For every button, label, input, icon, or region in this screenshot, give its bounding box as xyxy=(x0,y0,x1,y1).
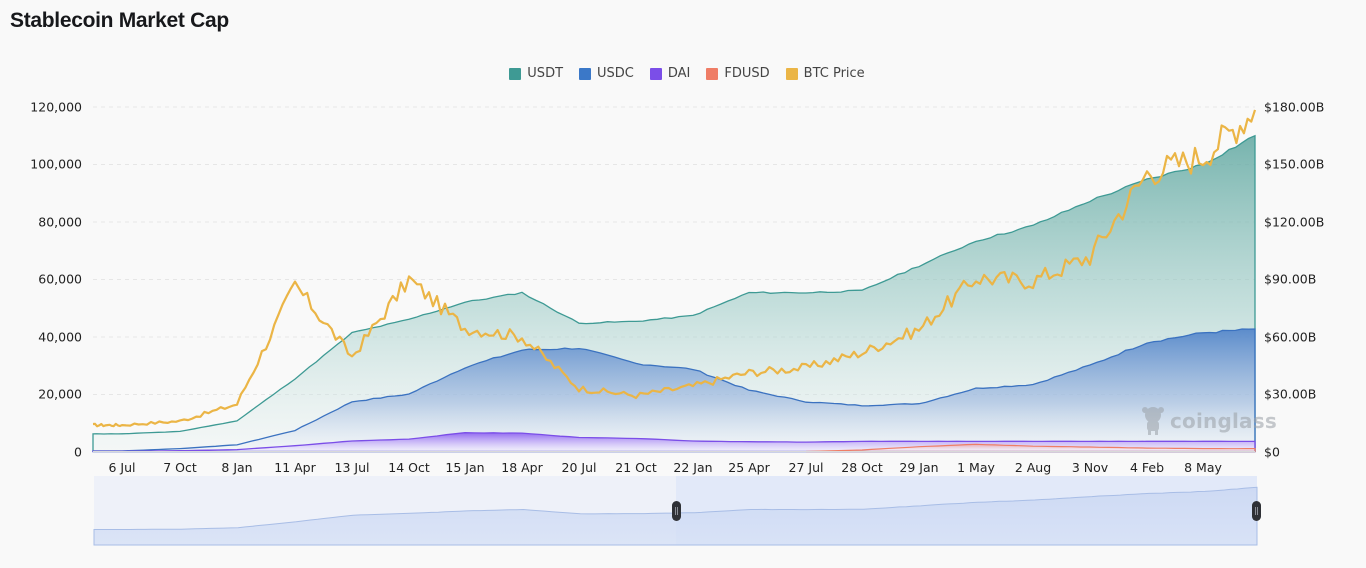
x-tick: 8 Jan xyxy=(221,460,253,475)
x-tick: 4 Feb xyxy=(1129,460,1165,475)
legend-item-usdc[interactable]: USDC xyxy=(579,66,634,81)
x-tick: 22 Jan xyxy=(673,460,713,475)
x-tick: 1 May xyxy=(957,460,995,475)
x-tick: 15 Jan xyxy=(445,460,485,475)
legend-swatch-btc-icon xyxy=(785,67,798,80)
y-right-tick: $30.00B xyxy=(1264,386,1317,402)
y-left-tick: 100,000 xyxy=(30,156,82,172)
y-left-tick: 60,000 xyxy=(38,271,82,287)
data-zoom-end-handle[interactable] xyxy=(1252,501,1261,521)
data-zoom-start-handle[interactable] xyxy=(672,501,681,521)
x-tick: 8 May xyxy=(1184,460,1222,475)
legend-item-btc-price[interactable]: BTC Price xyxy=(785,66,865,81)
y-left-tick: 40,000 xyxy=(38,329,82,345)
x-tick: 29 Jan xyxy=(899,460,939,475)
legend-label: FDUSD xyxy=(724,66,770,81)
x-tick: 25 Apr xyxy=(728,460,770,475)
x-tick: 11 Apr xyxy=(274,460,316,475)
coinglass-logo-icon xyxy=(1142,407,1164,435)
legend-swatch-usdt-icon xyxy=(509,67,522,80)
legend-item-usdt[interactable]: USDT xyxy=(509,66,563,81)
y-right-tick: $0 xyxy=(1264,444,1280,460)
chart-legend: USDT USDC DAI FDUSD BTC Price xyxy=(0,66,1366,81)
x-tick: 13 Jul xyxy=(334,460,370,475)
y-left-tick: 0 xyxy=(74,444,82,460)
usdt-area xyxy=(92,134,1256,453)
legend-label: BTC Price xyxy=(803,66,865,81)
x-tick: 14 Oct xyxy=(388,460,430,475)
legend-swatch-usdc-icon xyxy=(579,67,592,80)
x-tick: 18 Apr xyxy=(501,460,543,475)
x-tick: 2 Aug xyxy=(1014,460,1052,475)
fdusd-area xyxy=(805,443,1256,453)
legend-item-dai[interactable]: DAI xyxy=(649,66,691,81)
y-right-tick: $60.00B xyxy=(1264,329,1317,345)
legend-label: DAI xyxy=(667,66,691,81)
watermark-text: coinglass xyxy=(1170,409,1277,433)
x-tick: 20 Jul xyxy=(561,460,597,475)
x-tick: 6 Jul xyxy=(108,460,136,475)
y-left-tick: 80,000 xyxy=(38,214,82,230)
y-left-tick: 120,000 xyxy=(30,99,82,115)
legend-swatch-fdusd-icon xyxy=(706,67,719,80)
y-right-tick: $180.00B xyxy=(1264,99,1325,115)
x-tick: 27 Jul xyxy=(788,460,824,475)
x-tick: 3 Nov xyxy=(1071,460,1109,475)
x-tick: 21 Oct xyxy=(615,460,657,475)
x-tick: 28 Oct xyxy=(841,460,883,475)
legend-label: USDC xyxy=(597,66,634,81)
y-right-tick: $120.00B xyxy=(1264,214,1325,230)
btc-price-line xyxy=(92,109,1257,428)
y-left-tick: 20,000 xyxy=(38,386,82,402)
legend-label: USDT xyxy=(527,66,564,81)
legend-item-fdusd[interactable]: FDUSD xyxy=(706,66,770,81)
y-right-tick: $150.00B xyxy=(1264,156,1325,172)
coinglass-watermark: coinglass xyxy=(1140,406,1277,436)
y-right-tick: $90.00B xyxy=(1264,271,1317,287)
legend-swatch-dai-icon xyxy=(649,67,662,80)
page-title: Stablecoin Market Cap xyxy=(10,9,229,32)
x-tick: 7 Oct xyxy=(163,460,197,475)
